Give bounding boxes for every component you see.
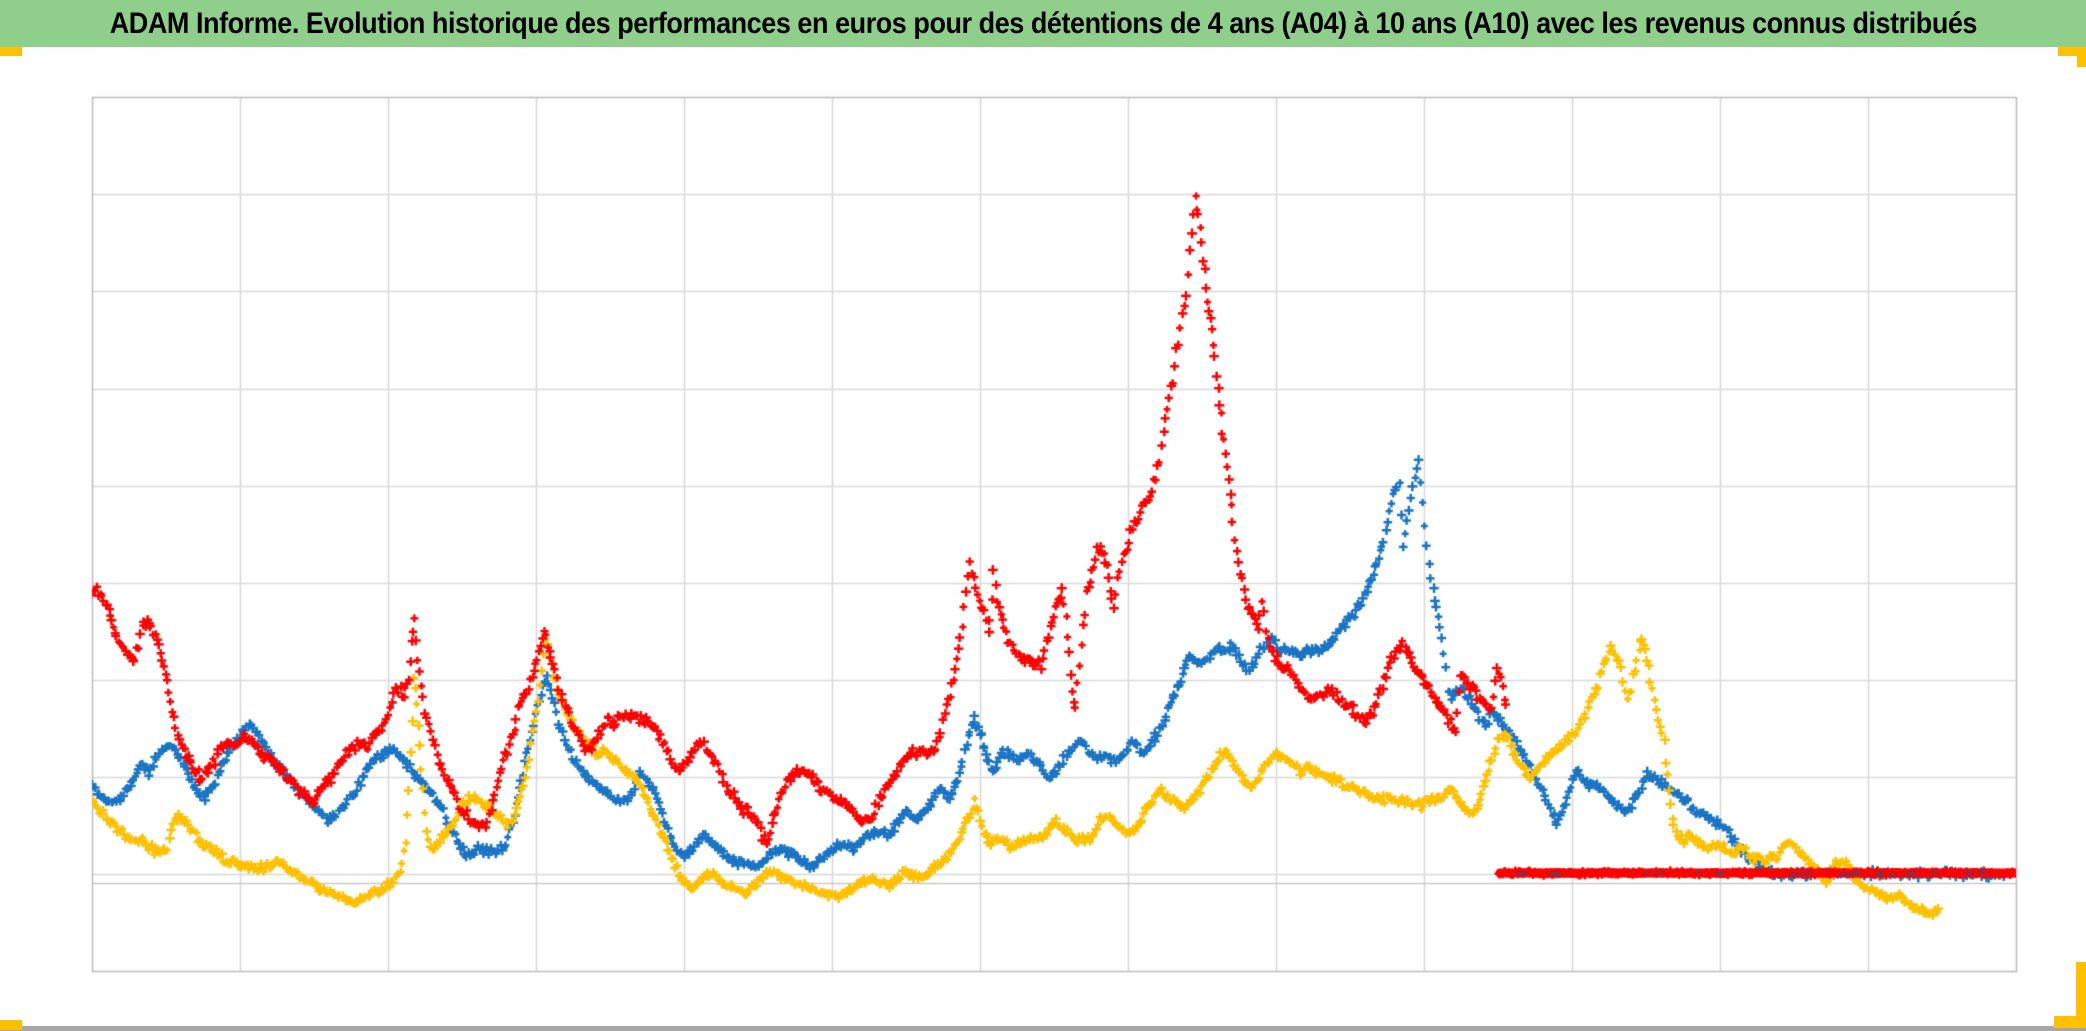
corner-accent-bottom-right-horizontal — [2054, 1016, 2086, 1028]
title-bar: ADAM Informe. Evolution historique des p… — [0, 0, 2086, 47]
corner-accent-bottom-left — [0, 1020, 22, 1030]
bottom-rule — [0, 1026, 2086, 1031]
performance-chart[interactable] — [0, 47, 2086, 1026]
page-title: ADAM Informe. Evolution historique des p… — [109, 6, 1977, 40]
chart-canvas — [0, 47, 2086, 1026]
corner-accent-bottom-right-vertical — [2076, 962, 2086, 1026]
